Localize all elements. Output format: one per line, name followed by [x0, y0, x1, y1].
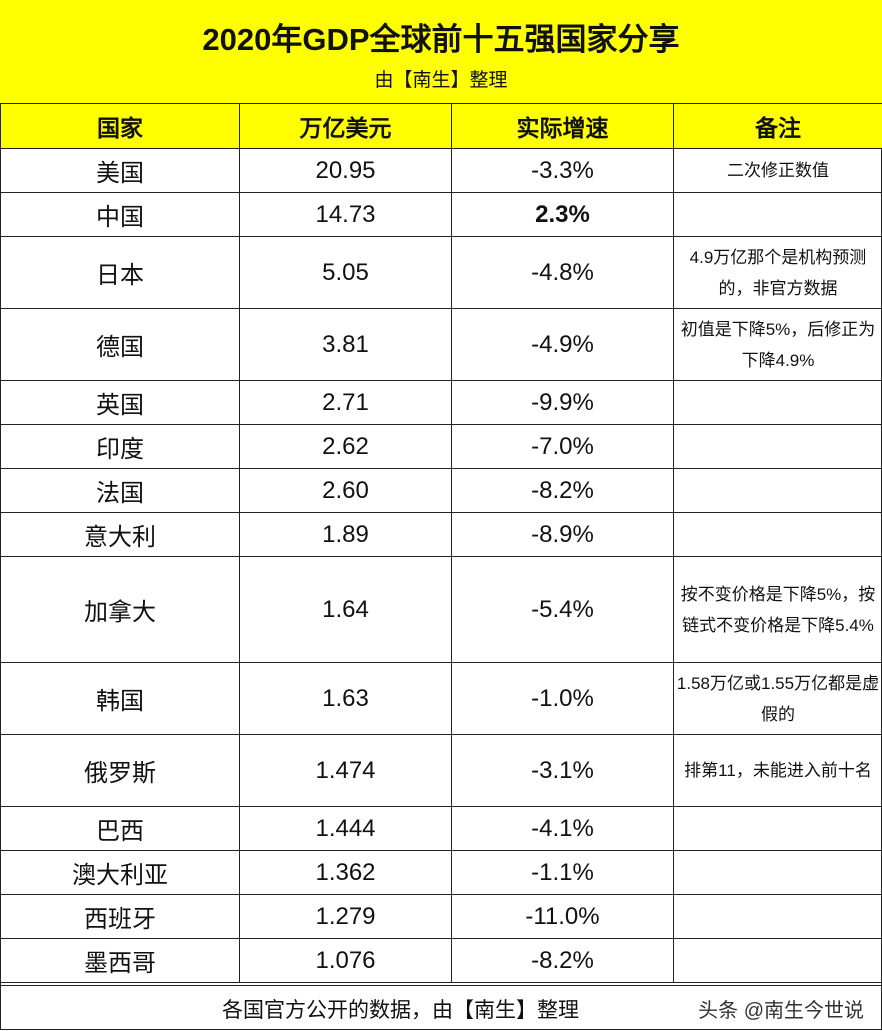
table-row: 墨西哥 1.076 -8.2% — [1, 939, 882, 983]
cell-country: 日本 — [1, 237, 240, 309]
table-row: 澳大利亚 1.362 -1.1% — [1, 851, 882, 895]
cell-country: 澳大利亚 — [1, 851, 240, 895]
cell-country: 中国 — [1, 193, 240, 237]
cell-gdp: 2.71 — [240, 381, 452, 425]
cell-note — [674, 851, 882, 895]
cell-growth: -11.0% — [452, 895, 674, 939]
table-row: 中国 14.73 2.3% — [1, 193, 882, 237]
cell-gdp: 3.81 — [240, 309, 452, 381]
cell-growth: 2.3% — [452, 193, 674, 237]
cell-growth: -7.0% — [452, 425, 674, 469]
column-header-country: 国家 — [1, 104, 240, 149]
cell-country: 美国 — [1, 149, 240, 193]
cell-gdp: 1.63 — [240, 663, 452, 735]
cell-note — [674, 939, 882, 983]
cell-growth: -3.3% — [452, 149, 674, 193]
cell-note — [674, 381, 882, 425]
cell-growth: -1.0% — [452, 663, 674, 735]
cell-gdp: 1.444 — [240, 807, 452, 851]
cell-country: 法国 — [1, 469, 240, 513]
cell-gdp: 14.73 — [240, 193, 452, 237]
cell-country: 韩国 — [1, 663, 240, 735]
cell-growth: -4.1% — [452, 807, 674, 851]
cell-growth: -8.2% — [452, 939, 674, 983]
cell-note: 1.58万亿或1.55万亿都是虚假的 — [674, 663, 882, 735]
cell-note: 按不变价格是下降5%，按链式不变价格是下降5.4% — [674, 557, 882, 663]
cell-note: 4.9万亿那个是机构预测的，非官方数据 — [674, 237, 882, 309]
cell-gdp: 1.89 — [240, 513, 452, 557]
cell-note: 排第11，未能进入前十名 — [674, 735, 882, 807]
cell-note — [674, 513, 882, 557]
page-title: 2020年GDP全球前十五强国家分享 — [0, 14, 882, 59]
table-header-row: 国家 万亿美元 实际增速 备注 — [1, 104, 882, 149]
cell-country: 巴西 — [1, 807, 240, 851]
table-row: 印度 2.62 -7.0% — [1, 425, 882, 469]
cell-growth: -5.4% — [452, 557, 674, 663]
table-row: 韩国 1.63 -1.0% 1.58万亿或1.55万亿都是虚假的 — [1, 663, 882, 735]
table-row: 法国 2.60 -8.2% — [1, 469, 882, 513]
cell-gdp: 20.95 — [240, 149, 452, 193]
watermark: 头条 @南生今世说 — [698, 994, 864, 1023]
cell-growth: -1.1% — [452, 851, 674, 895]
cell-growth: -9.9% — [452, 381, 674, 425]
cell-note: 二次修正数值 — [674, 149, 882, 193]
cell-gdp: 1.362 — [240, 851, 452, 895]
column-header-note: 备注 — [674, 104, 882, 149]
column-header-growth: 实际增速 — [452, 104, 674, 149]
cell-growth: -8.2% — [452, 469, 674, 513]
table-row: 巴西 1.444 -4.1% — [1, 807, 882, 851]
table-row: 俄罗斯 1.474 -3.1% 排第11，未能进入前十名 — [1, 735, 882, 807]
cell-country: 墨西哥 — [1, 939, 240, 983]
cell-country: 加拿大 — [1, 557, 240, 663]
cell-growth: -8.9% — [452, 513, 674, 557]
cell-gdp: 2.60 — [240, 469, 452, 513]
cell-gdp: 1.076 — [240, 939, 452, 983]
cell-country: 印度 — [1, 425, 240, 469]
cell-country: 德国 — [1, 309, 240, 381]
cell-note — [674, 807, 882, 851]
cell-note — [674, 895, 882, 939]
footer: 各国官方公开的数据，由【南生】整理 头条 @南生今世说 — [0, 985, 882, 1031]
title-block: 2020年GDP全球前十五强国家分享 由【南生】整理 — [0, 0, 882, 104]
cell-gdp: 1.64 — [240, 557, 452, 663]
cell-country: 意大利 — [1, 513, 240, 557]
cell-gdp: 5.05 — [240, 237, 452, 309]
cell-note: 初值是下降5%，后修正为下降4.9% — [674, 309, 882, 381]
table-row: 意大利 1.89 -8.9% — [1, 513, 882, 557]
cell-note — [674, 193, 882, 237]
cell-gdp: 2.62 — [240, 425, 452, 469]
cell-country: 西班牙 — [1, 895, 240, 939]
column-header-gdp: 万亿美元 — [240, 104, 452, 149]
table-row: 加拿大 1.64 -5.4% 按不变价格是下降5%，按链式不变价格是下降5.4% — [1, 557, 882, 663]
cell-growth: -4.9% — [452, 309, 674, 381]
cell-gdp: 1.279 — [240, 895, 452, 939]
cell-country: 英国 — [1, 381, 240, 425]
table-row: 西班牙 1.279 -11.0% — [1, 895, 882, 939]
gdp-table: 国家 万亿美元 实际增速 备注 美国 20.95 -3.3% 二次修正数值 中国… — [0, 103, 882, 983]
cell-note — [674, 425, 882, 469]
footer-note: 各国官方公开的数据，由【南生】整理 — [222, 994, 579, 1024]
table-row: 英国 2.71 -9.9% — [1, 381, 882, 425]
cell-growth: -4.8% — [452, 237, 674, 309]
table-row: 日本 5.05 -4.8% 4.9万亿那个是机构预测的，非官方数据 — [1, 237, 882, 309]
cell-gdp: 1.474 — [240, 735, 452, 807]
cell-note — [674, 469, 882, 513]
page-subtitle: 由【南生】整理 — [0, 65, 882, 92]
table-row: 美国 20.95 -3.3% 二次修正数值 — [1, 149, 882, 193]
cell-country: 俄罗斯 — [1, 735, 240, 807]
cell-growth: -3.1% — [452, 735, 674, 807]
table-row: 德国 3.81 -4.9% 初值是下降5%，后修正为下降4.9% — [1, 309, 882, 381]
